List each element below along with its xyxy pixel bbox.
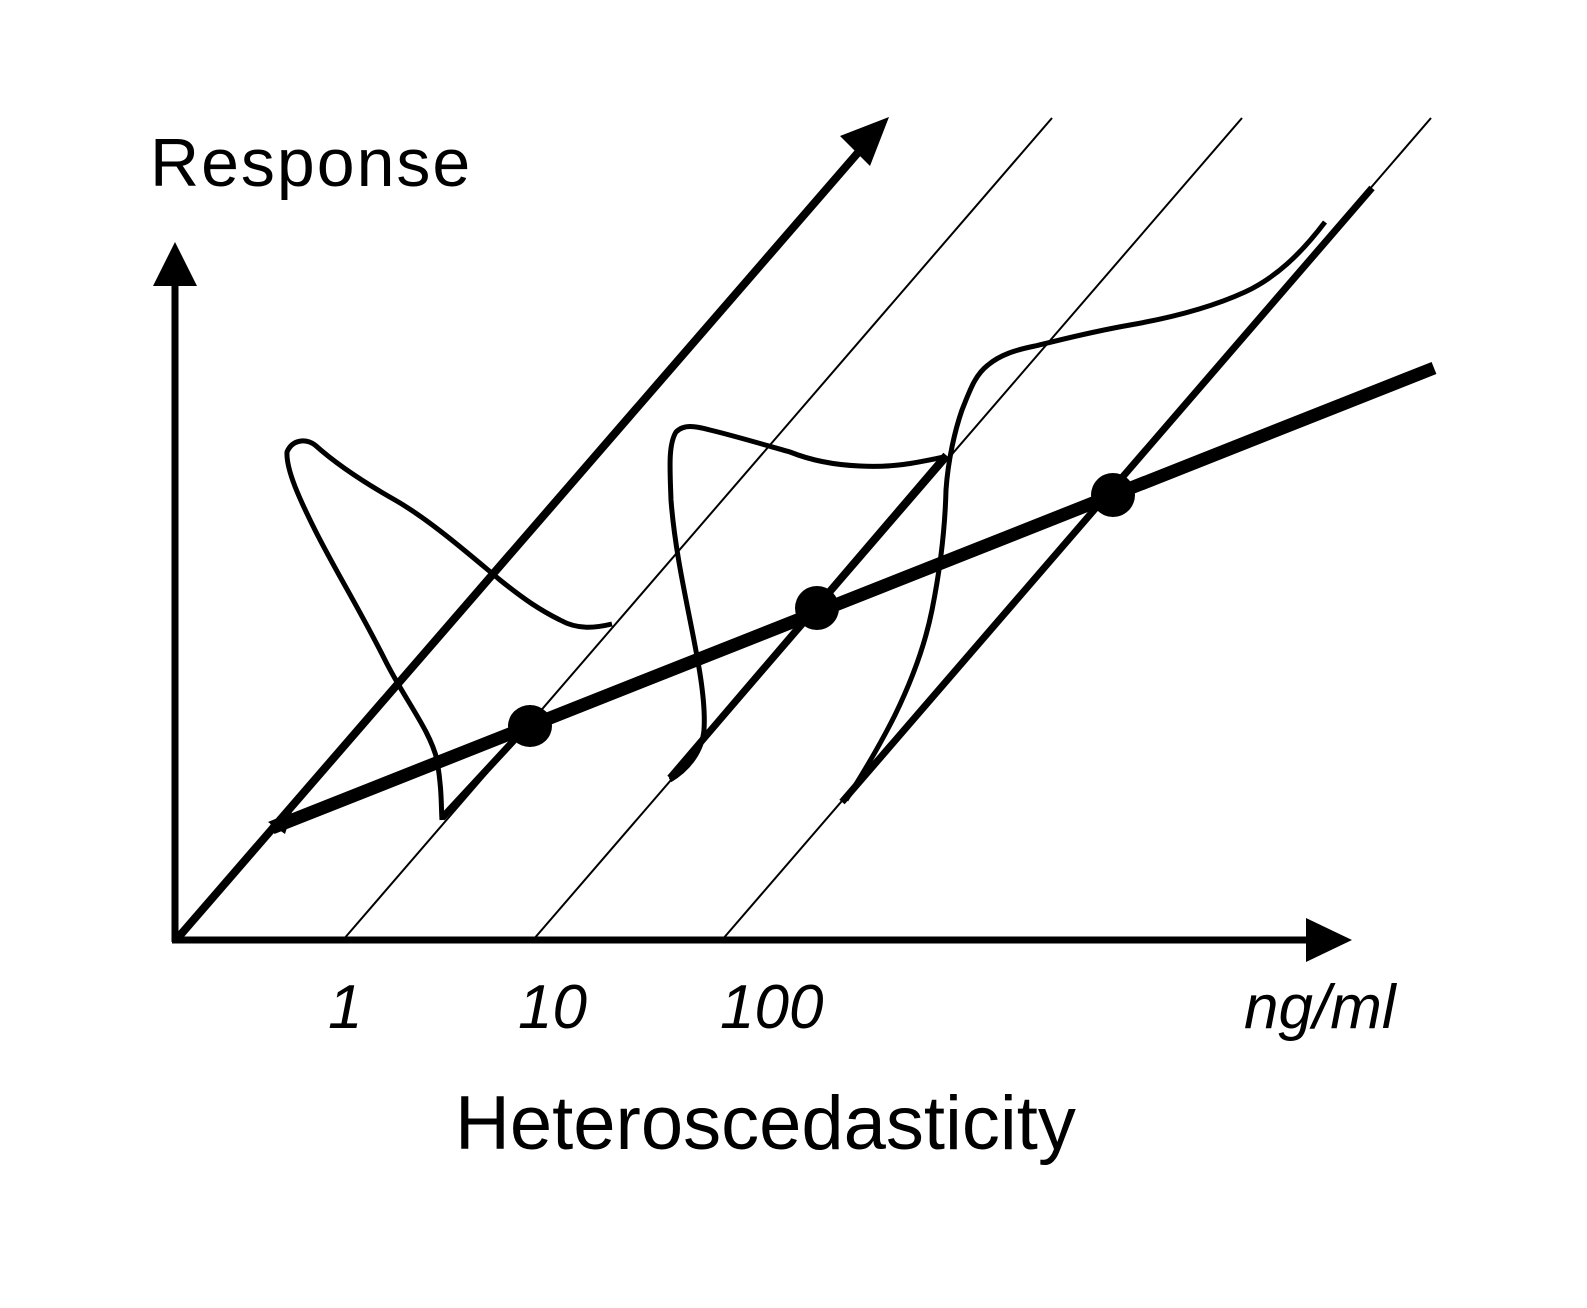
diagram-title: Heteroscedasticity	[455, 1081, 1076, 1166]
calibration-line	[269, 361, 1437, 835]
ideal-response-arrowhead-icon	[840, 117, 889, 166]
x-unit-label: ng/ml	[1244, 973, 1396, 1042]
x-tick-label-10: 10	[518, 973, 587, 1042]
iso-line-10	[532, 117, 1243, 941]
x-tick-label-1: 1	[328, 973, 363, 1042]
distribution-curve-mid	[667, 424, 945, 783]
distribution-curve-low	[284, 438, 613, 821]
iso-line-1	[342, 117, 1053, 941]
y-axis-arrowhead-icon	[153, 242, 197, 286]
ideal-response-line	[172, 145, 866, 943]
y-axis-label: Response	[150, 125, 473, 201]
x-tick-label-100: 100	[720, 973, 824, 1042]
distribution-curve-high	[843, 220, 1327, 802]
x-axis-arrowhead-icon	[1306, 918, 1352, 962]
calibration-start-cap	[268, 812, 292, 834]
calibration-point-1	[508, 705, 552, 747]
calibration-point-2	[795, 586, 839, 630]
calibration-point-3	[1091, 473, 1135, 517]
